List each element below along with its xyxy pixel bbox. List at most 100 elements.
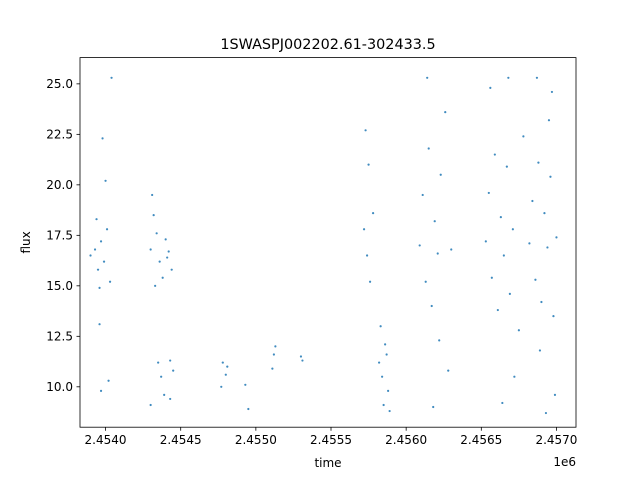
data-point: [163, 393, 166, 396]
data-point: [549, 175, 552, 178]
data-point: [487, 191, 490, 195]
data-point: [385, 353, 388, 356]
data-point: [108, 280, 112, 283]
data-point: [371, 212, 375, 215]
data-point: [546, 246, 549, 249]
data-point: [424, 280, 427, 283]
data-point: [490, 276, 493, 279]
y-axis-label: flux: [19, 231, 33, 253]
data-point: [438, 339, 441, 342]
data-point: [105, 228, 109, 231]
data-point: [221, 361, 224, 364]
data-point: [381, 375, 384, 378]
data-point: [155, 232, 158, 235]
data-point: [272, 353, 275, 356]
data-point: [169, 359, 172, 362]
data-point: [507, 76, 510, 79]
data-point: [384, 343, 387, 346]
data-point: [247, 407, 250, 411]
data-point: [364, 129, 367, 132]
x-tick-label: 2.4545: [160, 433, 202, 447]
data-point: [388, 409, 391, 413]
data-point: [535, 76, 539, 79]
scatter-points: [89, 76, 558, 415]
data-point: [528, 242, 531, 245]
data-point: [158, 260, 161, 263]
data-point: [224, 373, 227, 376]
data-point: [538, 349, 542, 352]
data-point: [104, 179, 107, 182]
y-tick-label: 22.5: [46, 127, 73, 141]
data-point: [450, 248, 453, 251]
data-point: [379, 325, 382, 328]
data-point: [522, 135, 525, 138]
data-point: [418, 244, 421, 247]
axis-ticks: 2.4540 2.4545 2.4550 2.4555 2.4560 2.4565 2.45…: [46, 77, 577, 447]
y-tick-label: 20.0: [46, 178, 73, 192]
data-point: [421, 193, 424, 197]
y-tick-label: 10.0: [46, 380, 73, 394]
x-tick-label: 2.4550: [235, 433, 277, 447]
data-point: [387, 389, 390, 392]
data-point: [367, 163, 370, 166]
data-point: [151, 193, 154, 197]
data-point: [496, 308, 499, 312]
data-point: [543, 212, 546, 215]
data-point: [172, 369, 175, 372]
y-tick-label: 12.5: [46, 329, 73, 343]
data-point: [484, 240, 487, 243]
data-point: [226, 365, 229, 368]
data-point: [166, 256, 169, 259]
data-point: [439, 173, 442, 176]
data-point: [152, 214, 155, 217]
data-point: [540, 300, 543, 304]
data-point: [299, 355, 303, 358]
data-point: [433, 220, 436, 223]
data-point: [382, 403, 385, 407]
data-point: [98, 286, 101, 289]
data-point: [499, 216, 502, 219]
data-point: [517, 329, 520, 332]
x-tick-label: 2.4560: [385, 433, 427, 447]
data-point: [365, 254, 369, 257]
data-point: [555, 236, 558, 239]
data-point: [493, 153, 496, 156]
data-point: [149, 248, 152, 251]
x-tick-label: 2.4555: [310, 433, 352, 447]
data-point: [164, 238, 167, 241]
data-point: [93, 248, 97, 251]
data-point: [505, 165, 508, 168]
data-point: [149, 403, 152, 407]
data-point: [368, 280, 372, 283]
y-tick-label: 15.0: [46, 279, 73, 293]
data-point: [447, 369, 450, 372]
x-axis-label: time: [314, 456, 341, 470]
data-point: [154, 284, 157, 287]
x-axis-offset-label: 1e6: [553, 455, 576, 469]
data-point: [430, 304, 433, 308]
data-point: [244, 383, 247, 386]
y-tick-label: 17.5: [46, 228, 73, 242]
data-point: [167, 250, 170, 253]
data-point: [502, 254, 505, 257]
data-point: [547, 119, 551, 122]
data-point: [378, 361, 381, 364]
x-tick-label: 2.4565: [460, 433, 502, 447]
data-point: [501, 401, 504, 405]
data-point: [99, 240, 103, 243]
x-tick-label: 2.4540: [85, 433, 127, 447]
data-point: [274, 345, 277, 348]
data-point: [427, 147, 430, 150]
data-point: [537, 161, 540, 164]
data-point: [99, 389, 103, 392]
data-point: [426, 76, 429, 79]
data-point: [301, 359, 304, 362]
data-point: [444, 111, 447, 114]
data-point: [169, 397, 172, 401]
data-point: [157, 361, 160, 364]
data-point: [271, 367, 274, 370]
data-point: [362, 228, 366, 231]
